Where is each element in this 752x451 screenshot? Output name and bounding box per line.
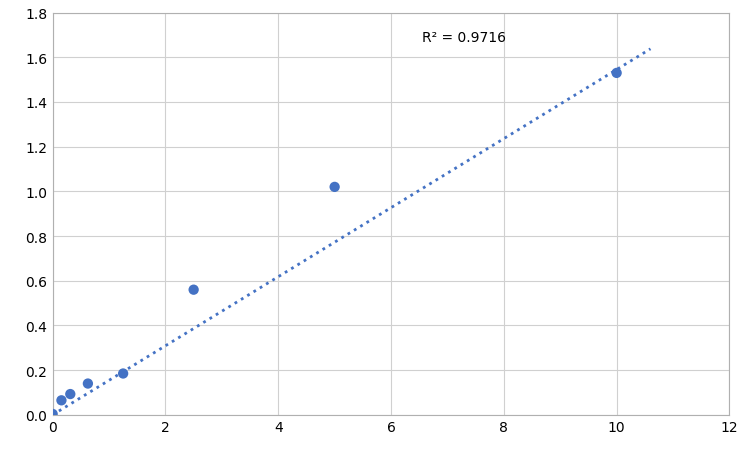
Text: R² = 0.9716: R² = 0.9716 — [422, 32, 506, 46]
Point — [82, 380, 94, 387]
Point — [64, 391, 76, 398]
Point — [329, 184, 341, 191]
Point — [117, 370, 129, 377]
Point — [611, 70, 623, 78]
Point — [187, 286, 199, 294]
Point — [47, 410, 59, 418]
Point — [56, 397, 68, 404]
